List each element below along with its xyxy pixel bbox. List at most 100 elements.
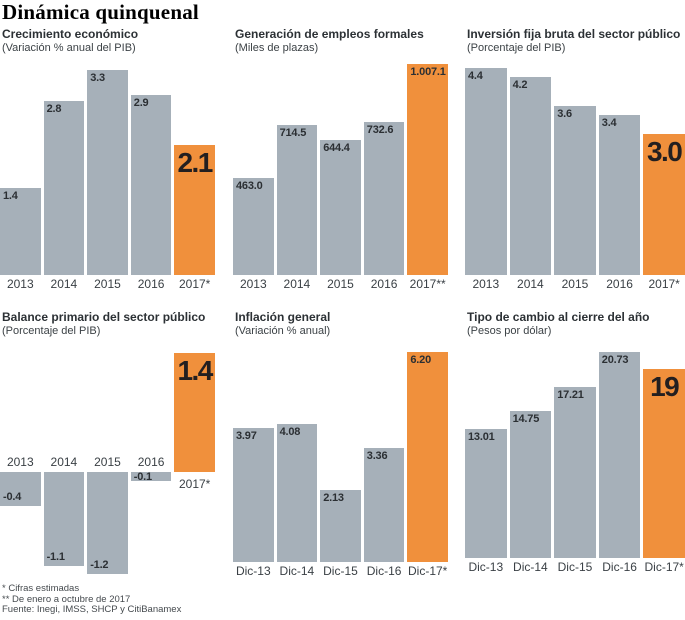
bar: 3.6 <box>554 105 596 275</box>
bar-value-label: 3.36 <box>366 450 388 463</box>
bar-value-label: 3.3 <box>90 72 105 84</box>
bar-cell: 4.08 <box>276 352 318 562</box>
category-label: Dic-15 <box>557 560 593 574</box>
chart-axis-tipo-cambio: Dic-13 Dic-14 Dic-15 Dic-16 Dic-17* <box>465 560 685 574</box>
footnote-enero-octubre: ** De enero a octubre de 2017 <box>2 593 131 605</box>
footnote-source: Fuente: Inegi, IMSS, SHCP y CitiBanamex <box>2 604 182 615</box>
bar-value-label: 463.0 <box>236 180 263 192</box>
chart-plot-inflacion: 3.97 4.08 2.13 3.36 6.20 <box>233 352 448 562</box>
category-label: 2015 <box>327 277 354 291</box>
bar: -0.1 <box>130 471 172 483</box>
category-label: 2017* <box>178 477 211 491</box>
bar: 3.3 <box>87 70 128 275</box>
bar-highlight: 1.4 <box>174 353 215 472</box>
bar-value-label: 19 <box>650 371 680 403</box>
category-label: 2017* <box>648 277 680 291</box>
category-label: 2017** <box>409 277 446 291</box>
bar-highlight: 3.0 <box>643 133 685 275</box>
bar-value-label: 644.4 <box>323 142 350 154</box>
chart-subtitle-tipo-cambio: (Pesos por dólar) <box>467 325 552 337</box>
bar-cell: 2.8 <box>43 70 85 275</box>
chart-subtitle-empleos: (Miles de plazas) <box>235 42 319 54</box>
category-label: 2015 <box>94 455 121 469</box>
category-label: 2016 <box>137 277 165 291</box>
bar-cell: 17.21 <box>554 352 596 558</box>
bar-value-label: 2.8 <box>46 103 62 116</box>
footnote-cifras-estimadas: * Cifras estimadas <box>2 583 80 594</box>
chart-plot-empleos: 463.0 714.5 644.4 732.6 1.007.1 <box>233 64 448 275</box>
bar-value-label: 3.6 <box>557 107 572 120</box>
footnotes: * Cifras estimadas ** De enero a octubre… <box>2 583 182 616</box>
bar-cell: 2.9 <box>130 70 172 275</box>
chart-axis-crecimiento: 2013 2014 2015 2016 2017* <box>0 277 215 291</box>
bar-cell: 1.4 2017* <box>174 353 215 574</box>
chart-title-empleos: Generación de empleos formales <box>235 27 424 41</box>
category-label: 2014 <box>50 455 78 469</box>
bar-highlight: 1.007.1 <box>407 64 448 275</box>
bar-highlight: 6.20 <box>407 352 448 562</box>
bar-cell: 3.6 <box>554 68 596 275</box>
chart-subtitle-crecimiento: (Variación % anual del PIB) <box>2 42 136 54</box>
bar-value-label: 1.4 <box>177 355 213 386</box>
bar-value-label: 4.08 <box>279 425 301 438</box>
bar-value-label: 13.01 <box>468 430 495 443</box>
bar-cell: 732.6 <box>363 64 405 275</box>
bar-cell: 3.36 <box>363 352 405 562</box>
category-label: 2017* <box>178 277 211 291</box>
bar-highlight: 19 <box>643 369 685 558</box>
chart-axis-inflacion: Dic-13 Dic-14 Dic-15 Dic-16 Dic-17* <box>233 564 448 578</box>
category-label: Dic-14 <box>279 564 315 578</box>
category-label: 2013 <box>6 277 34 291</box>
bar-cell: 6.20 <box>407 352 448 562</box>
bar: 4.2 <box>509 77 552 275</box>
bar-cell: 3.0 <box>643 68 685 275</box>
category-label: 2014 <box>517 277 544 291</box>
bar: 732.6 <box>363 121 405 275</box>
bar-value-label: 714.5 <box>279 127 307 140</box>
category-label: 2014 <box>50 277 78 291</box>
bar-value-label: 732.6 <box>366 123 394 136</box>
bar: 644.4 <box>320 140 361 275</box>
bar: 3.36 <box>363 448 405 562</box>
category-label: 2015 <box>561 277 589 291</box>
bar-value-label: -1.1 <box>46 550 65 563</box>
bar: -0.4 <box>0 472 41 506</box>
bar-cell: -1.2 2015 <box>87 353 128 574</box>
bar-cell: -1.1 2014 <box>43 353 85 574</box>
infographic-title: Dinámica quinquenal <box>2 0 199 24</box>
category-label: Dic-13 <box>468 560 504 574</box>
bar-cell: 1.4 <box>0 70 41 275</box>
category-label: Dic-16 <box>602 560 637 574</box>
category-label: Dic-14 <box>513 560 548 574</box>
bar-highlight: 2.1 <box>174 144 215 275</box>
bar-cell: 1.007.1 <box>407 64 448 275</box>
bar-value-label: 2.9 <box>133 96 149 109</box>
bar: 14.75 <box>509 411 552 558</box>
bar: 4.08 <box>276 423 318 562</box>
bar-value-label: -0.4 <box>3 491 22 503</box>
bar-value-label: 3.97 <box>236 429 257 442</box>
chart-axis-inversion: 2013 2014 2015 2016 2017* <box>465 277 685 291</box>
bar-value-label: 4.4 <box>468 70 483 82</box>
bar: -1.1 <box>43 472 85 566</box>
bar-cell: 13.01 <box>465 352 507 558</box>
bar-cell: -0.4 2013 <box>0 353 41 574</box>
bar-value-label: 20.73 <box>601 354 629 366</box>
bar-cell: 4.4 <box>465 68 507 275</box>
chart-plot-balance: -0.4 2013 -1.1 2014 -1.2 2015 -0.1 2016 1.4 2017* <box>0 353 215 574</box>
category-label: 2013 <box>472 277 500 291</box>
bar-cell: 644.4 <box>320 64 361 275</box>
bar-value-label: 4.2 <box>512 79 528 92</box>
chart-plot-tipo-cambio: 13.01 14.75 17.21 20.73 19 <box>465 352 685 558</box>
category-label: 2013 <box>6 455 34 469</box>
bar: 3.4 <box>598 115 641 275</box>
chart-axis-empleos: 2013 2014 2015 2016 2017** <box>233 277 448 291</box>
bar-value-label: 3.4 <box>601 117 617 129</box>
bar-cell: 4.2 <box>509 68 552 275</box>
bar-cell: 3.3 <box>87 70 128 275</box>
chart-title-balance: Balance primario del sector público <box>2 310 206 324</box>
bar: 1.4 <box>0 188 41 275</box>
chart-title-crecimiento: Crecimiento económico <box>2 27 139 41</box>
category-label: Dic-15 <box>323 564 358 578</box>
bar-cell: 714.5 <box>276 64 318 275</box>
